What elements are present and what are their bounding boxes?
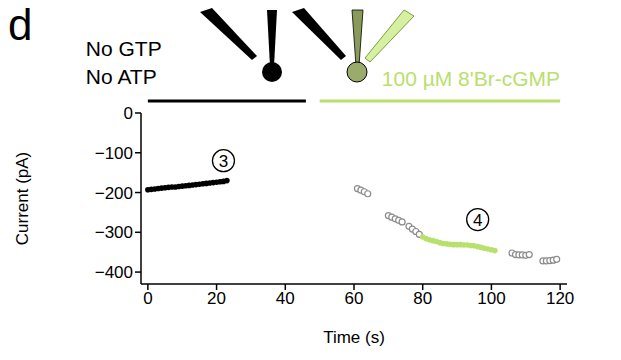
- svg-text:−100: −100: [95, 144, 133, 163]
- svg-text:4: 4: [473, 211, 482, 230]
- svg-text:60: 60: [345, 289, 364, 308]
- svg-text:−300: −300: [95, 223, 133, 242]
- svg-text:120: 120: [546, 289, 574, 308]
- svg-text:Time (s): Time (s): [323, 328, 385, 347]
- svg-text:20: 20: [207, 289, 226, 308]
- svg-text:0: 0: [143, 289, 152, 308]
- svg-text:80: 80: [413, 289, 432, 308]
- svg-text:100 µM 8'Br-cGMP: 100 µM 8'Br-cGMP: [382, 67, 560, 90]
- svg-text:d: d: [8, 0, 32, 49]
- svg-text:No GTP: No GTP: [86, 37, 162, 60]
- svg-text:3: 3: [219, 152, 228, 171]
- svg-text:40: 40: [276, 289, 295, 308]
- svg-text:Current (pA): Current (pA): [13, 152, 32, 246]
- svg-text:0: 0: [124, 104, 133, 123]
- svg-text:−200: −200: [95, 184, 133, 203]
- svg-text:−400: −400: [95, 263, 133, 282]
- svg-text:100: 100: [477, 289, 505, 308]
- svg-text:No ATP: No ATP: [86, 65, 157, 88]
